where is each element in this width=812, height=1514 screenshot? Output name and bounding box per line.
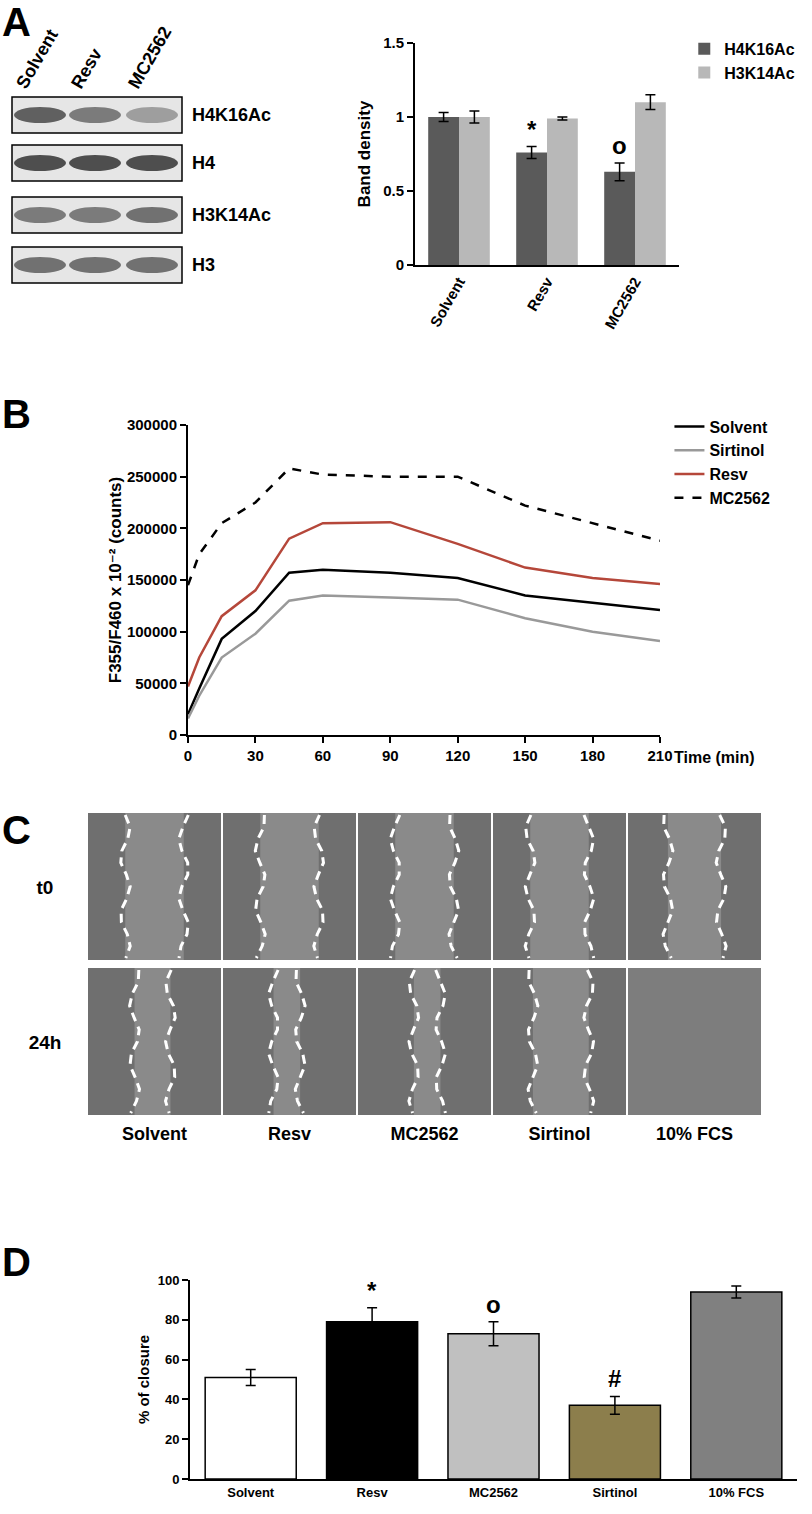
- svg-text:Resv: Resv: [523, 274, 556, 314]
- svg-text:120: 120: [445, 747, 470, 764]
- svg-text:MC2562: MC2562: [601, 274, 644, 332]
- svg-text:Solvent: Solvent: [709, 419, 767, 436]
- svg-text:0: 0: [172, 1472, 179, 1487]
- svg-text:100000: 100000: [127, 623, 177, 640]
- svg-text:30: 30: [247, 747, 264, 764]
- svg-text:Sirtinol: Sirtinol: [709, 442, 764, 459]
- svg-text:H4K16Ac: H4K16Ac: [724, 41, 794, 58]
- svg-text:MC2562: MC2562: [124, 23, 175, 92]
- svg-text:1.5: 1.5: [383, 34, 404, 51]
- svg-text:60: 60: [315, 747, 332, 764]
- svg-text:MC2562: MC2562: [709, 490, 770, 507]
- svg-text:60: 60: [165, 1352, 179, 1367]
- svg-text:H3: H3: [192, 255, 215, 275]
- svg-text:24h: 24h: [29, 1032, 62, 1053]
- svg-text:MC2562: MC2562: [390, 1124, 458, 1144]
- svg-text:90: 90: [382, 747, 399, 764]
- svg-text:0: 0: [169, 726, 177, 743]
- svg-text:o: o: [486, 1291, 501, 1318]
- svg-text:o: o: [612, 132, 627, 159]
- svg-text:Solvent: Solvent: [122, 1124, 187, 1144]
- svg-text:Resv: Resv: [357, 1485, 389, 1500]
- svg-text:50000: 50000: [135, 675, 177, 692]
- svg-text:1: 1: [396, 108, 404, 125]
- html-text:C: C: [2, 808, 31, 852]
- svg-text:180: 180: [580, 747, 605, 764]
- svg-text:80: 80: [165, 1312, 179, 1327]
- svg-text:Sirtinol: Sirtinol: [593, 1485, 638, 1500]
- svg-text:Resv: Resv: [709, 466, 747, 483]
- svg-text:20: 20: [165, 1432, 179, 1447]
- svg-text:H3K14Ac: H3K14Ac: [724, 65, 794, 82]
- svg-text:H4: H4: [192, 153, 215, 173]
- svg-text:100: 100: [158, 1273, 180, 1288]
- svg-text:H4K16Ac: H4K16Ac: [192, 105, 271, 125]
- svg-text:Resv: Resv: [67, 45, 106, 92]
- svg-text:150: 150: [513, 747, 538, 764]
- html-text:B: B: [2, 392, 31, 436]
- svg-text:*: *: [527, 116, 537, 143]
- svg-text:*: *: [367, 1277, 377, 1304]
- svg-text:t0: t0: [37, 877, 54, 898]
- svg-text:H3K14Ac: H3K14Ac: [192, 205, 271, 225]
- svg-text:210: 210: [647, 747, 672, 764]
- svg-text:300000: 300000: [127, 416, 177, 433]
- svg-text:Solvent: Solvent: [12, 26, 62, 92]
- svg-text:Solvent: Solvent: [426, 274, 468, 329]
- svg-text:F355/F460 x 10⁻² (counts): F355/F460 x 10⁻² (counts): [106, 477, 125, 683]
- svg-text:0: 0: [396, 256, 404, 273]
- svg-text:#: #: [608, 1365, 621, 1392]
- svg-text:Resv: Resv: [268, 1124, 311, 1144]
- svg-text:150000: 150000: [127, 571, 177, 588]
- svg-text:10% FCS: 10% FCS: [708, 1485, 764, 1500]
- svg-text:0.5: 0.5: [383, 182, 404, 199]
- svg-text:Time (min): Time (min): [674, 749, 755, 766]
- html-text:A: A: [2, 0, 31, 44]
- svg-text:40: 40: [165, 1392, 179, 1407]
- svg-text:250000: 250000: [127, 468, 177, 485]
- svg-text:10% FCS: 10% FCS: [656, 1124, 733, 1144]
- svg-text:Band density: Band density: [355, 100, 374, 207]
- svg-text:Solvent: Solvent: [227, 1485, 275, 1500]
- svg-text:% of closure: % of closure: [135, 1335, 152, 1424]
- html-text:D: D: [2, 1240, 31, 1284]
- svg-text:MC2562: MC2562: [469, 1485, 518, 1500]
- svg-text:0: 0: [184, 747, 192, 764]
- svg-text:200000: 200000: [127, 520, 177, 537]
- svg-text:Sirtinol: Sirtinol: [529, 1124, 591, 1144]
